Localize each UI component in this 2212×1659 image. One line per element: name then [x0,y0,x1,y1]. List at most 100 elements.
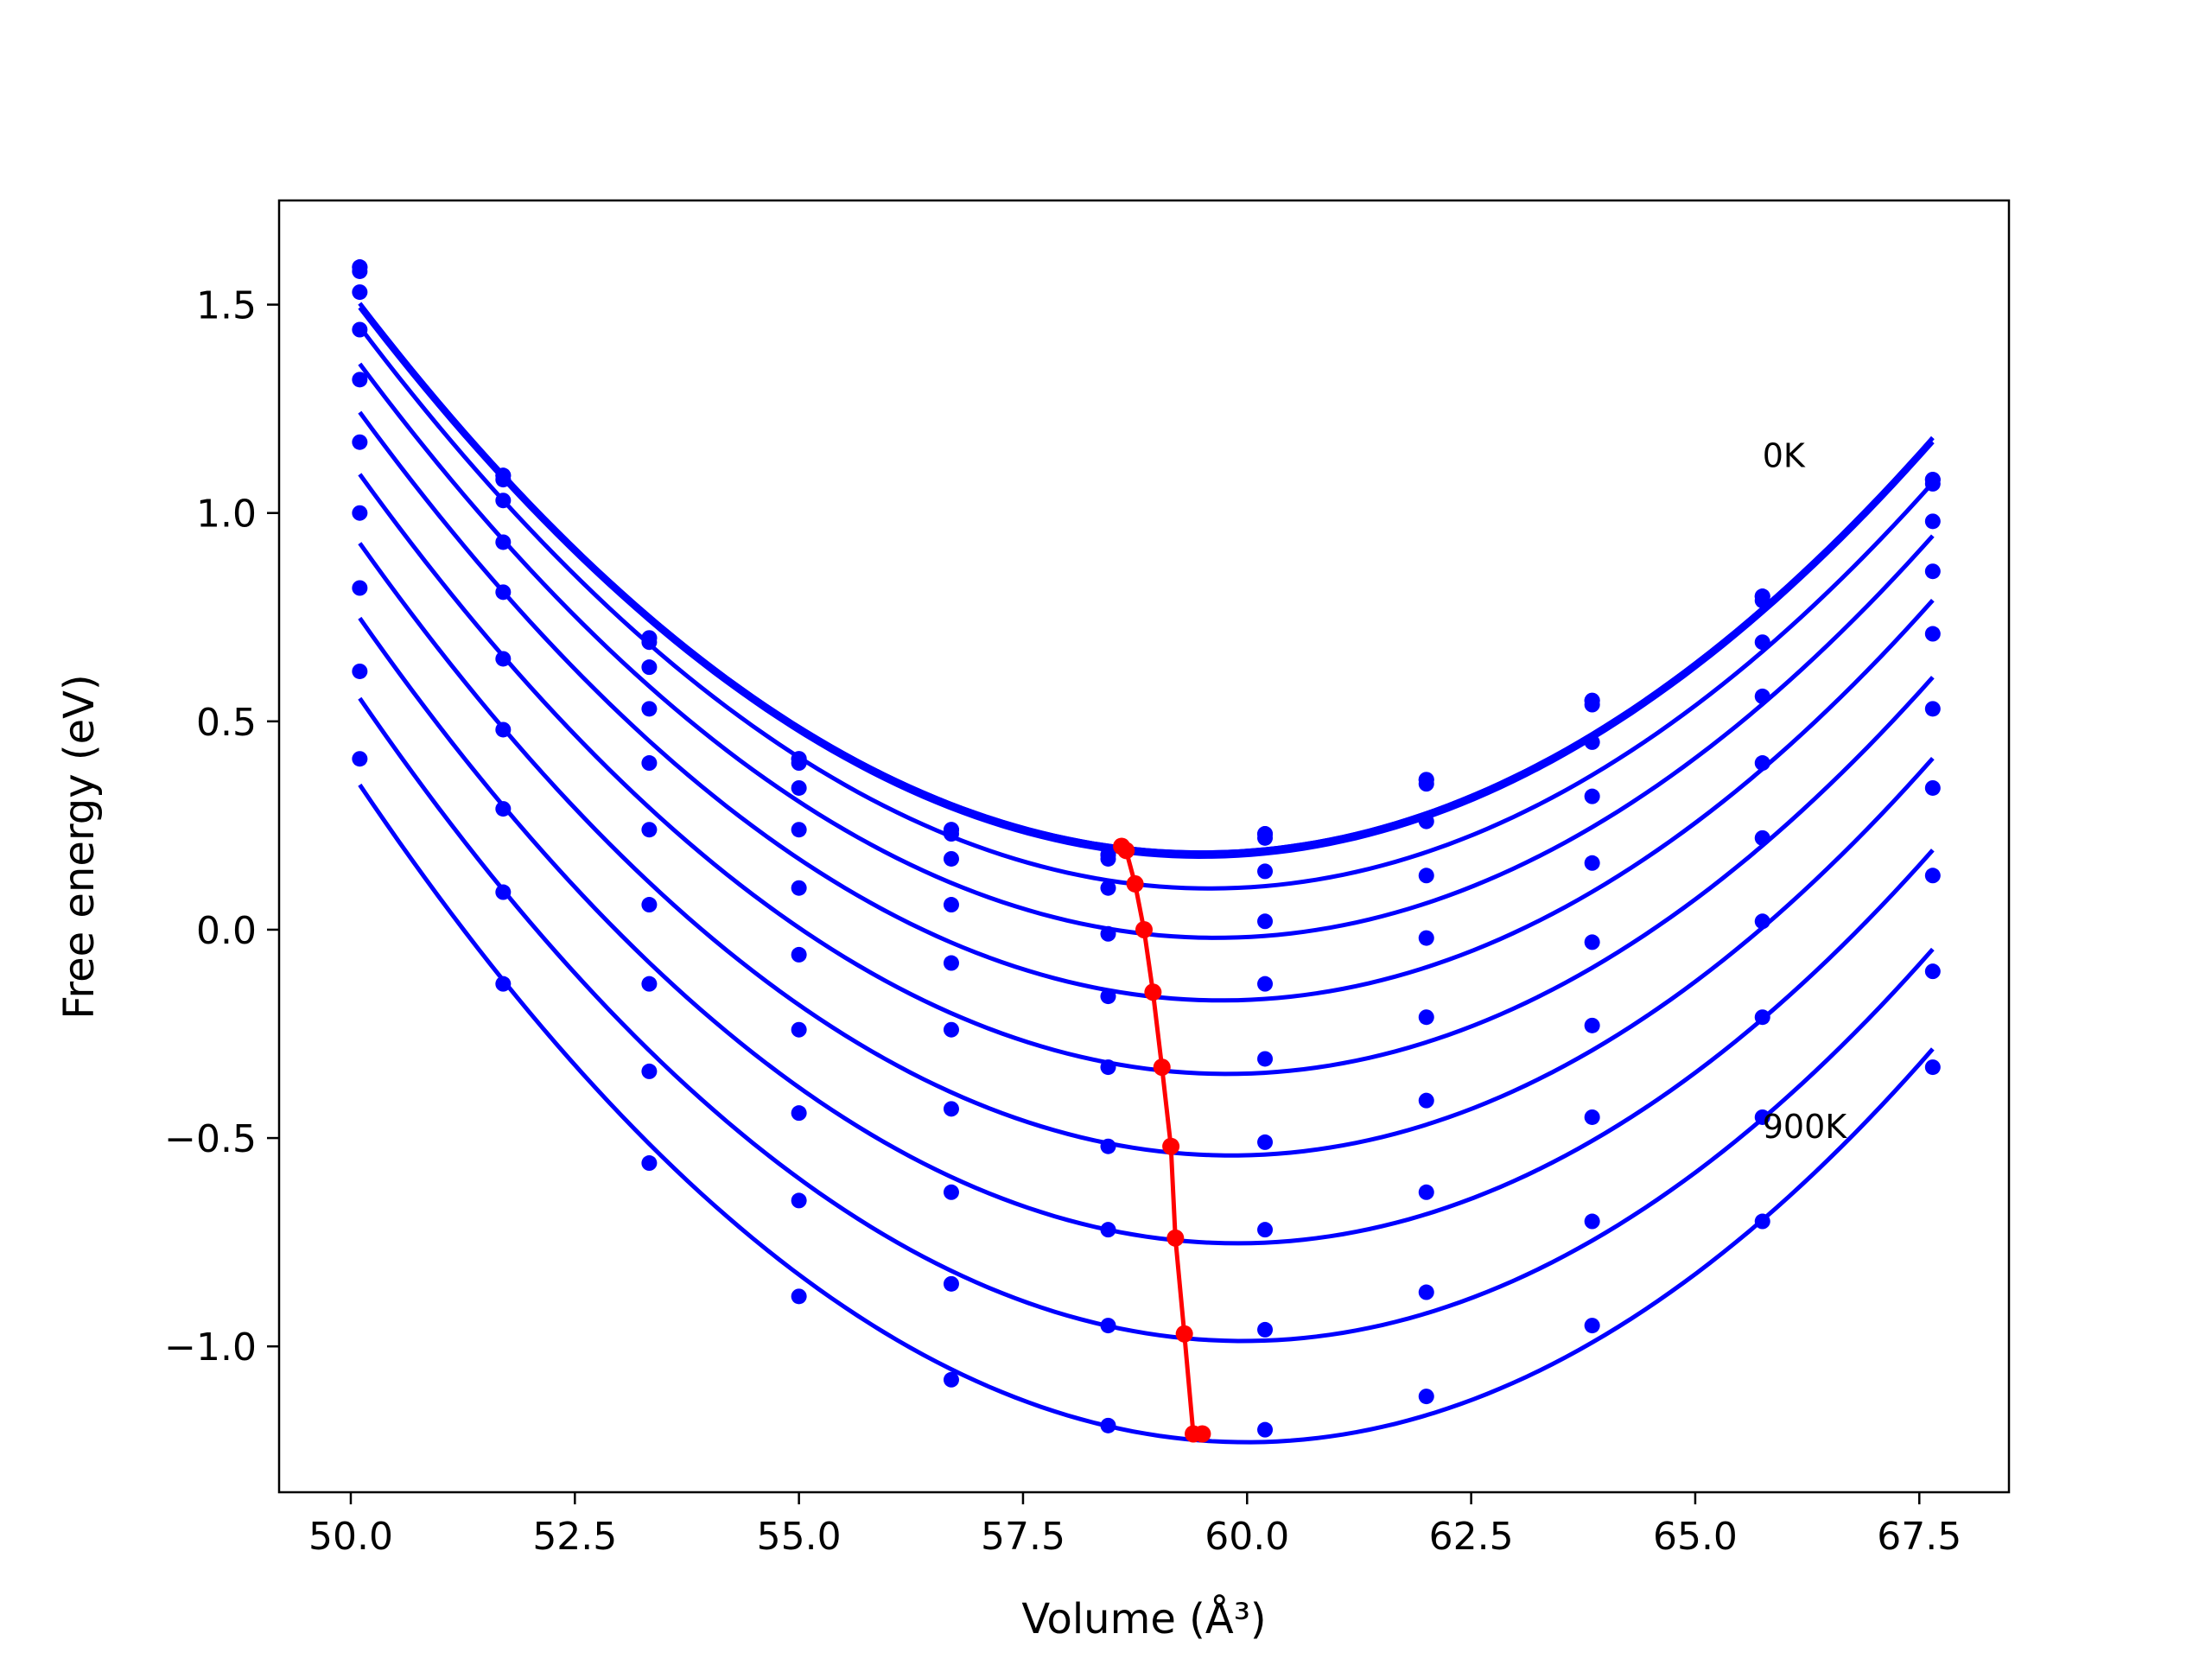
series-2-point-1 [495,472,512,488]
series-4-point-9 [1754,688,1770,704]
y-tick-label: 0.5 [196,701,257,745]
series-10-point-10 [1924,1059,1941,1076]
series-6-point-10 [1924,701,1941,717]
minimum-point-8 [1175,1325,1193,1343]
series-9-point-3 [791,1192,807,1209]
series-2-point-9 [1754,592,1770,608]
minimum-point-5 [1153,1058,1171,1077]
series-10-point-7 [1418,1389,1434,1405]
series-6-point-7 [1418,1009,1434,1026]
series-8-point-7 [1418,1184,1434,1200]
series-6-point-8 [1584,934,1600,950]
series-8-point-6 [1257,1222,1274,1238]
series-10-point-5 [1100,1417,1116,1433]
series-5-point-4 [943,955,959,971]
series-8-point-10 [1924,868,1941,884]
x-tick-label: 52.5 [532,1515,617,1559]
series-9-point-6 [1257,1321,1274,1338]
y-tick-label: 1.5 [196,284,257,328]
series-5-point-7 [1418,930,1434,946]
series-2-point-8 [1584,696,1600,713]
series-curve-2 [358,306,1935,859]
series-4-point-3 [791,822,807,838]
minimum-point-10 [1193,1425,1211,1443]
series-5-point-2 [641,755,658,772]
series-7-point-7 [1418,1092,1434,1109]
series-3-point-1 [495,493,512,509]
series-10-point-8 [1584,1318,1600,1334]
series-3-point-2 [641,659,658,676]
series-10-point-1 [495,976,512,992]
series-5-point-0 [352,372,368,388]
series-7-point-5 [1100,1138,1116,1154]
series-6-point-9 [1754,830,1770,846]
series-9-point-1 [495,884,512,900]
series-6-point-3 [791,946,807,963]
series-9-point-8 [1584,1213,1600,1230]
series-4-point-6 [1257,913,1274,930]
series-2-point-7 [1418,776,1434,792]
series-5-point-1 [495,584,512,601]
series-4-point-7 [1418,868,1434,884]
series-7-point-10 [1924,779,1941,796]
series-curve-3 [358,325,1935,891]
series-7-point-4 [943,1101,959,1117]
series-7-point-6 [1257,1134,1274,1150]
series-4-point-2 [641,701,658,717]
minimum-point-1 [1117,842,1135,860]
series-9-point-9 [1754,1109,1770,1125]
y-axis-ticks: −1.0 −0.5 0.0 0.5 1.0 1.5 [164,284,279,1370]
series-curve-7 [358,542,1935,1158]
series-7-point-1 [495,721,512,738]
x-tick-label: 57.5 [981,1515,1065,1559]
series-3-point-4 [943,850,959,867]
series-7-point-9 [1754,913,1770,930]
y-axis-label: Free energy (eV) [55,674,104,1019]
series-2-point-6 [1257,830,1274,846]
series-curve-8 [358,616,1935,1246]
series-5-point-10 [1924,626,1941,642]
annotation-0: 0K [1763,437,1806,475]
series-8-point-3 [791,1105,807,1122]
x-tick-label: 60.0 [1205,1515,1289,1559]
series-10-point-2 [641,1155,658,1172]
minimum-point-2 [1126,874,1144,893]
series-6-point-2 [641,822,658,838]
plot-frame [277,199,2011,1494]
series-curve-6 [358,473,1935,1077]
series-2-point-5 [1100,850,1116,867]
series-7-point-8 [1584,1017,1600,1033]
series-10-point-3 [791,1288,807,1305]
series-9-point-2 [641,1063,658,1079]
series-3-point-10 [1924,513,1941,530]
series-10-point-6 [1257,1421,1274,1438]
series-curve-10 [358,783,1935,1445]
series-4-point-5 [1100,925,1116,942]
x-tick-label: 67.5 [1877,1515,1961,1559]
series-layer [352,259,1941,1445]
series-8-point-8 [1584,1109,1600,1125]
series-6-point-6 [1257,1051,1274,1067]
x-tick-label: 55.0 [757,1515,842,1559]
series-8-point-1 [495,801,512,817]
minimum-point-3 [1135,920,1153,938]
series-10-point-0 [352,751,368,767]
series-10-point-4 [943,1371,959,1388]
x-axis-label: Volume (Å³) [1021,1594,1266,1643]
series-curve-9 [358,696,1935,1344]
series-7-point-0 [352,505,368,521]
x-tick-label: 50.0 [308,1515,393,1559]
series-4-point-4 [943,897,959,913]
series-3-point-8 [1584,734,1600,750]
series-9-point-5 [1100,1318,1116,1334]
series-3-point-7 [1418,813,1434,830]
series-4-point-1 [495,534,512,550]
annotation-1: 900K [1763,1108,1848,1146]
series-8-point-4 [943,1184,959,1200]
series-6-point-5 [1100,1059,1116,1076]
x-axis-ticks: 50.0 52.5 55.0 57.5 60.0 62.5 65.0 67.5 [308,1492,1961,1559]
series-4-point-8 [1584,788,1600,804]
series-7-point-2 [641,897,658,913]
